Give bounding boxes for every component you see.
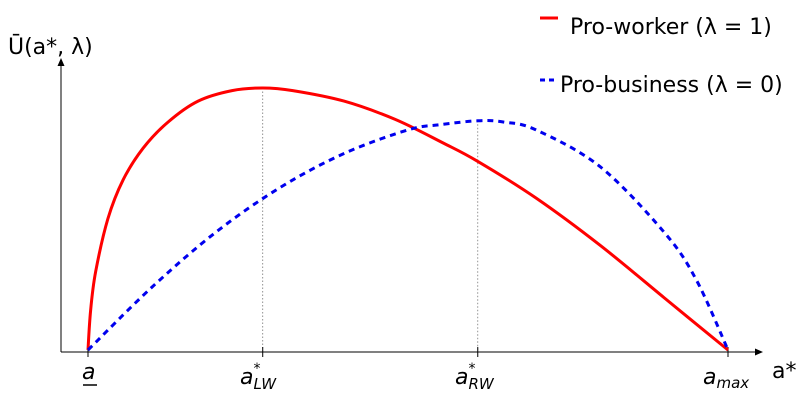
- series-line-pro-business: [86, 119, 730, 352]
- legend-item-pro-business: Pro-business (λ = 0): [540, 73, 783, 98]
- legend-item-pro-worker: Pro-worker (λ = 1): [540, 15, 772, 40]
- tick-label-a-lw: a* LW: [240, 361, 277, 393]
- svg-text:amax: amax: [703, 365, 749, 392]
- reference-lines: [262, 88, 479, 352]
- legend-label-pro-business: Pro-business (λ = 0): [560, 73, 783, 98]
- legend: Pro-worker (λ = 1) Pro-business (λ = 0): [540, 15, 783, 98]
- series-line-pro-worker: [86, 86, 729, 352]
- svg-text:a: a: [82, 360, 95, 385]
- tick-label-a-max: amax: [703, 365, 749, 392]
- x-axis-label: a*: [772, 359, 796, 384]
- tick-label-a-lower: a: [82, 360, 95, 385]
- legend-label-pro-worker: Pro-worker (λ = 1): [570, 15, 772, 40]
- y-axis-arrow: [57, 58, 65, 66]
- series-group: [86, 86, 730, 352]
- svg-text:a*LW: a* LW: [240, 361, 277, 393]
- x-tick-labels: a a* LW a* RW amax: [82, 360, 749, 393]
- tick-label-a-rw: a* RW: [455, 361, 495, 393]
- svg-text:a*RW: a* RW: [455, 361, 495, 393]
- x-axis-arrow: [755, 348, 763, 356]
- y-axis-label: Ū(a*, λ): [8, 34, 93, 60]
- x-ticks: [83, 347, 729, 386]
